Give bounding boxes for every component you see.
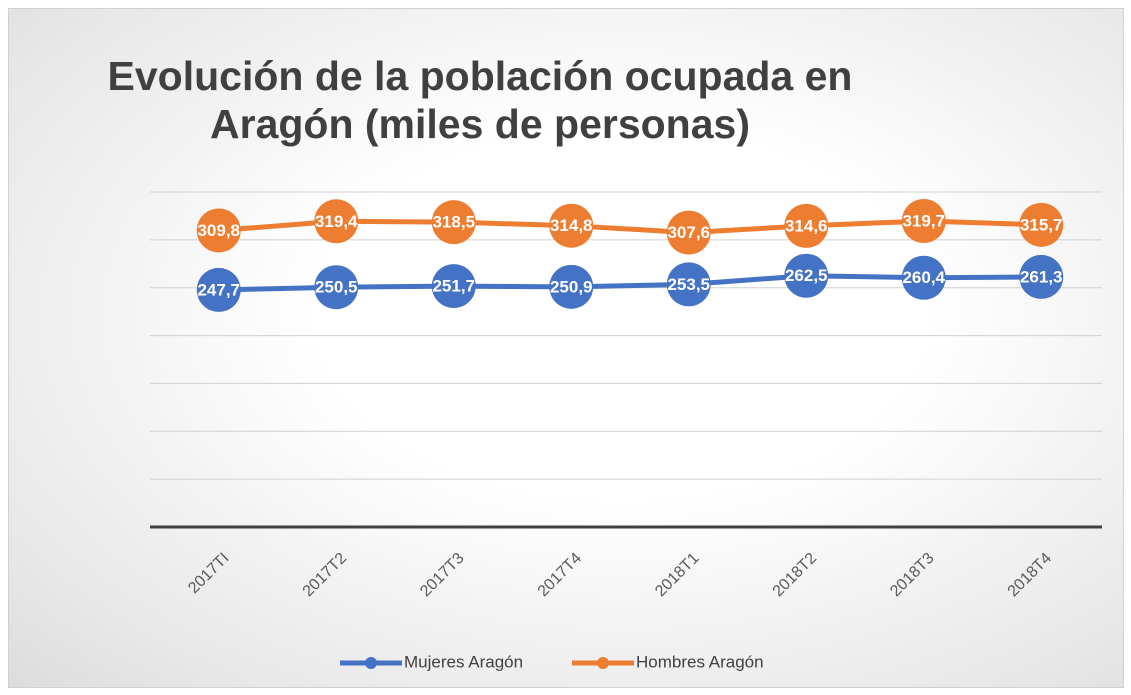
data-label: 314,6 (785, 216, 828, 235)
x-tick-label: 2018T1 (652, 550, 702, 600)
x-tick-label: 2018T3 (887, 550, 937, 600)
legend-label: Hombres Aragón (636, 652, 764, 671)
data-label: 250,9 (550, 277, 593, 296)
marker (666, 210, 711, 255)
legend-marker (365, 657, 377, 669)
marker (784, 253, 829, 298)
marker (784, 203, 829, 248)
data-label: 309,8 (197, 221, 240, 240)
chart-title: Evolución de la población ocupada en Ara… (107, 53, 853, 147)
data-label: 261,3 (1020, 267, 1063, 286)
data-label: 247,7 (197, 280, 240, 299)
legend-marker (597, 657, 609, 669)
data-label: 260,4 (902, 268, 945, 287)
legend-label: Mujeres Aragón (404, 652, 523, 671)
marker (666, 262, 711, 307)
x-tick-label: 2018T4 (1005, 550, 1055, 600)
marker (431, 200, 476, 245)
x-tick-label: 2017T2 (300, 550, 350, 600)
data-label: 314,8 (550, 216, 593, 235)
marker (1019, 254, 1064, 299)
data-label: 253,5 (667, 275, 710, 294)
x-tick-label: 2017TI (185, 550, 232, 597)
x-tick-label: 2017T3 (417, 550, 467, 600)
x-tick-label: 2018T2 (770, 550, 820, 600)
marker (314, 265, 359, 310)
x-tick-label: 2017T4 (535, 550, 585, 600)
marker (901, 255, 946, 300)
marker (431, 264, 476, 309)
marker (196, 208, 241, 253)
marker (549, 203, 594, 248)
data-label: 262,5 (785, 266, 828, 285)
marker (1019, 202, 1064, 247)
data-label: 319,4 (315, 212, 358, 231)
data-label: 319,7 (902, 211, 945, 230)
data-label: 250,5 (315, 278, 358, 297)
data-label: 251,7 (432, 277, 475, 296)
data-label: 318,5 (432, 213, 475, 232)
marker (549, 264, 594, 309)
marker (196, 267, 241, 312)
marker (314, 199, 359, 244)
chart-area (8, 8, 1124, 688)
data-label: 307,6 (667, 223, 710, 242)
data-label: 315,7 (1020, 215, 1063, 234)
marker (901, 199, 946, 244)
